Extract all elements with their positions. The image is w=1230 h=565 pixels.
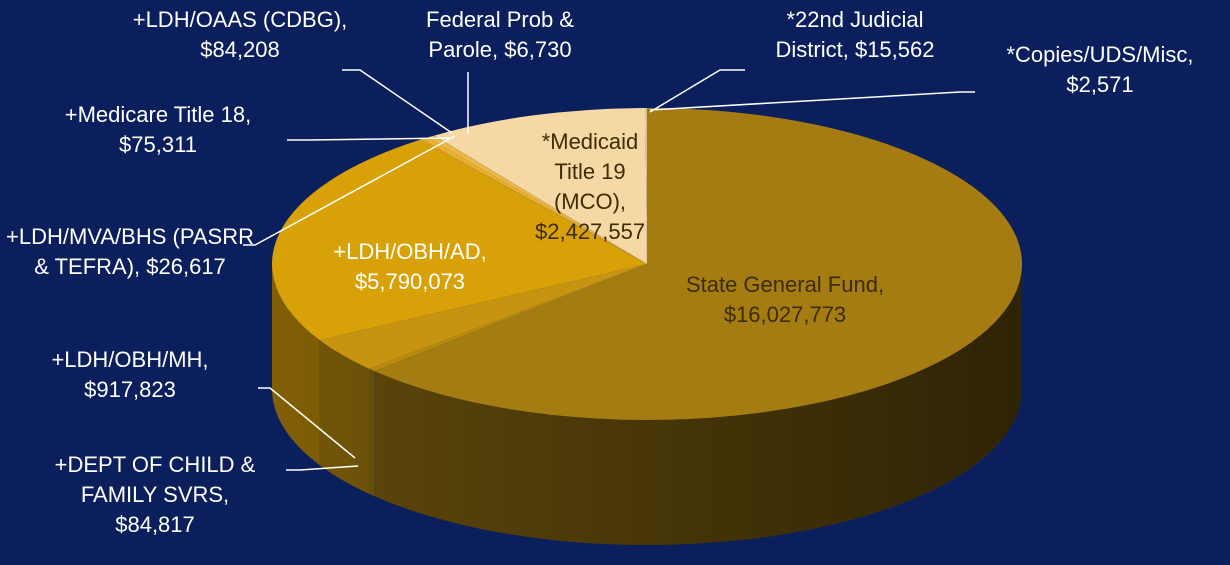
slice — [319, 264, 647, 369]
slice-value: $2,571 — [1066, 72, 1134, 97]
slice — [434, 108, 647, 265]
slice-value: $84,817 — [115, 512, 195, 537]
slice-label: Federal Prob & Parole, $6,730 — [415, 5, 585, 65]
leader-line — [243, 135, 456, 246]
slice-value: $26,617 — [146, 254, 226, 279]
slice-name: State General Fund, — [685, 272, 885, 297]
leader-line — [258, 387, 356, 459]
slice-label: +DEPT OF CHILD & FAMILY SVRS, $84,817 — [40, 450, 270, 540]
slice-label: +Medicare Title 18, $75,311 — [28, 100, 288, 160]
slice-value: $16,027,773 — [723, 302, 847, 327]
slice-label: +LDH/MVA/BHS (PASRR & TEFRA), $26,617 — [0, 222, 260, 282]
side-shade — [272, 264, 1022, 545]
slice-value: $5,790,073 — [354, 269, 466, 294]
slice-value: $75,311 — [119, 132, 197, 157]
slice-label: *22nd Judicial District, $15,562 — [755, 5, 955, 65]
slice-name: +LDH/OAAS (CDBG), — [132, 7, 348, 32]
leader-line — [342, 69, 453, 134]
slice-label: +LDH/OBH/AD, $5,790,073 — [300, 237, 520, 297]
slice-label: State General Fund, $16,027,773 — [655, 270, 915, 330]
slice — [419, 139, 647, 264]
leader-line — [649, 91, 975, 111]
slice — [427, 135, 647, 264]
slice — [369, 264, 647, 372]
slice-name: *22nd Judicial District, — [775, 7, 924, 62]
slice-label: +LDH/OAAS (CDBG), $84,208 — [130, 5, 350, 65]
slice-label: +LDH/OBH/MH, $917,823 — [15, 345, 245, 405]
slice-value: $84,208 — [200, 37, 280, 62]
slice-label: *Copies/UDS/Misc, $2,571 — [975, 40, 1225, 100]
slice-label: *Medicaid Title 19 (MCO), $2,427,557 — [535, 127, 645, 247]
slice-name: +LDH/MVA/BHS (PASRR & TEFRA), — [6, 224, 254, 279]
slice-value: $15,562 — [854, 37, 935, 62]
slice-name: +LDH/OBH/AD, — [333, 239, 487, 264]
leader-line — [649, 69, 745, 113]
slice-name: *Medicaid Title 19 (MCO), — [541, 129, 639, 214]
slice-name: +DEPT OF CHILD & FAMILY SVRS, — [54, 452, 256, 507]
slice — [433, 135, 647, 264]
pie-tops — [272, 108, 1023, 420]
slice-value: $2,427,557 — [535, 219, 646, 244]
leader-line — [286, 465, 359, 471]
leader-lines — [243, 69, 975, 471]
leader-line — [287, 137, 451, 141]
slice — [374, 108, 1023, 420]
slice — [645, 108, 647, 264]
slice-name: Federal Prob & Parole, — [426, 7, 574, 62]
pie-sides — [272, 264, 1022, 545]
slice-name: +Medicare Title 18, — [64, 102, 252, 127]
slice-value: $6,730 — [504, 37, 572, 62]
slice — [421, 137, 647, 264]
slice — [272, 139, 647, 341]
slice-name: *Copies/UDS/Misc, — [1006, 42, 1194, 67]
slice-value: $917,823 — [84, 377, 176, 402]
slice-name: +LDH/OBH/MH, — [51, 347, 209, 372]
